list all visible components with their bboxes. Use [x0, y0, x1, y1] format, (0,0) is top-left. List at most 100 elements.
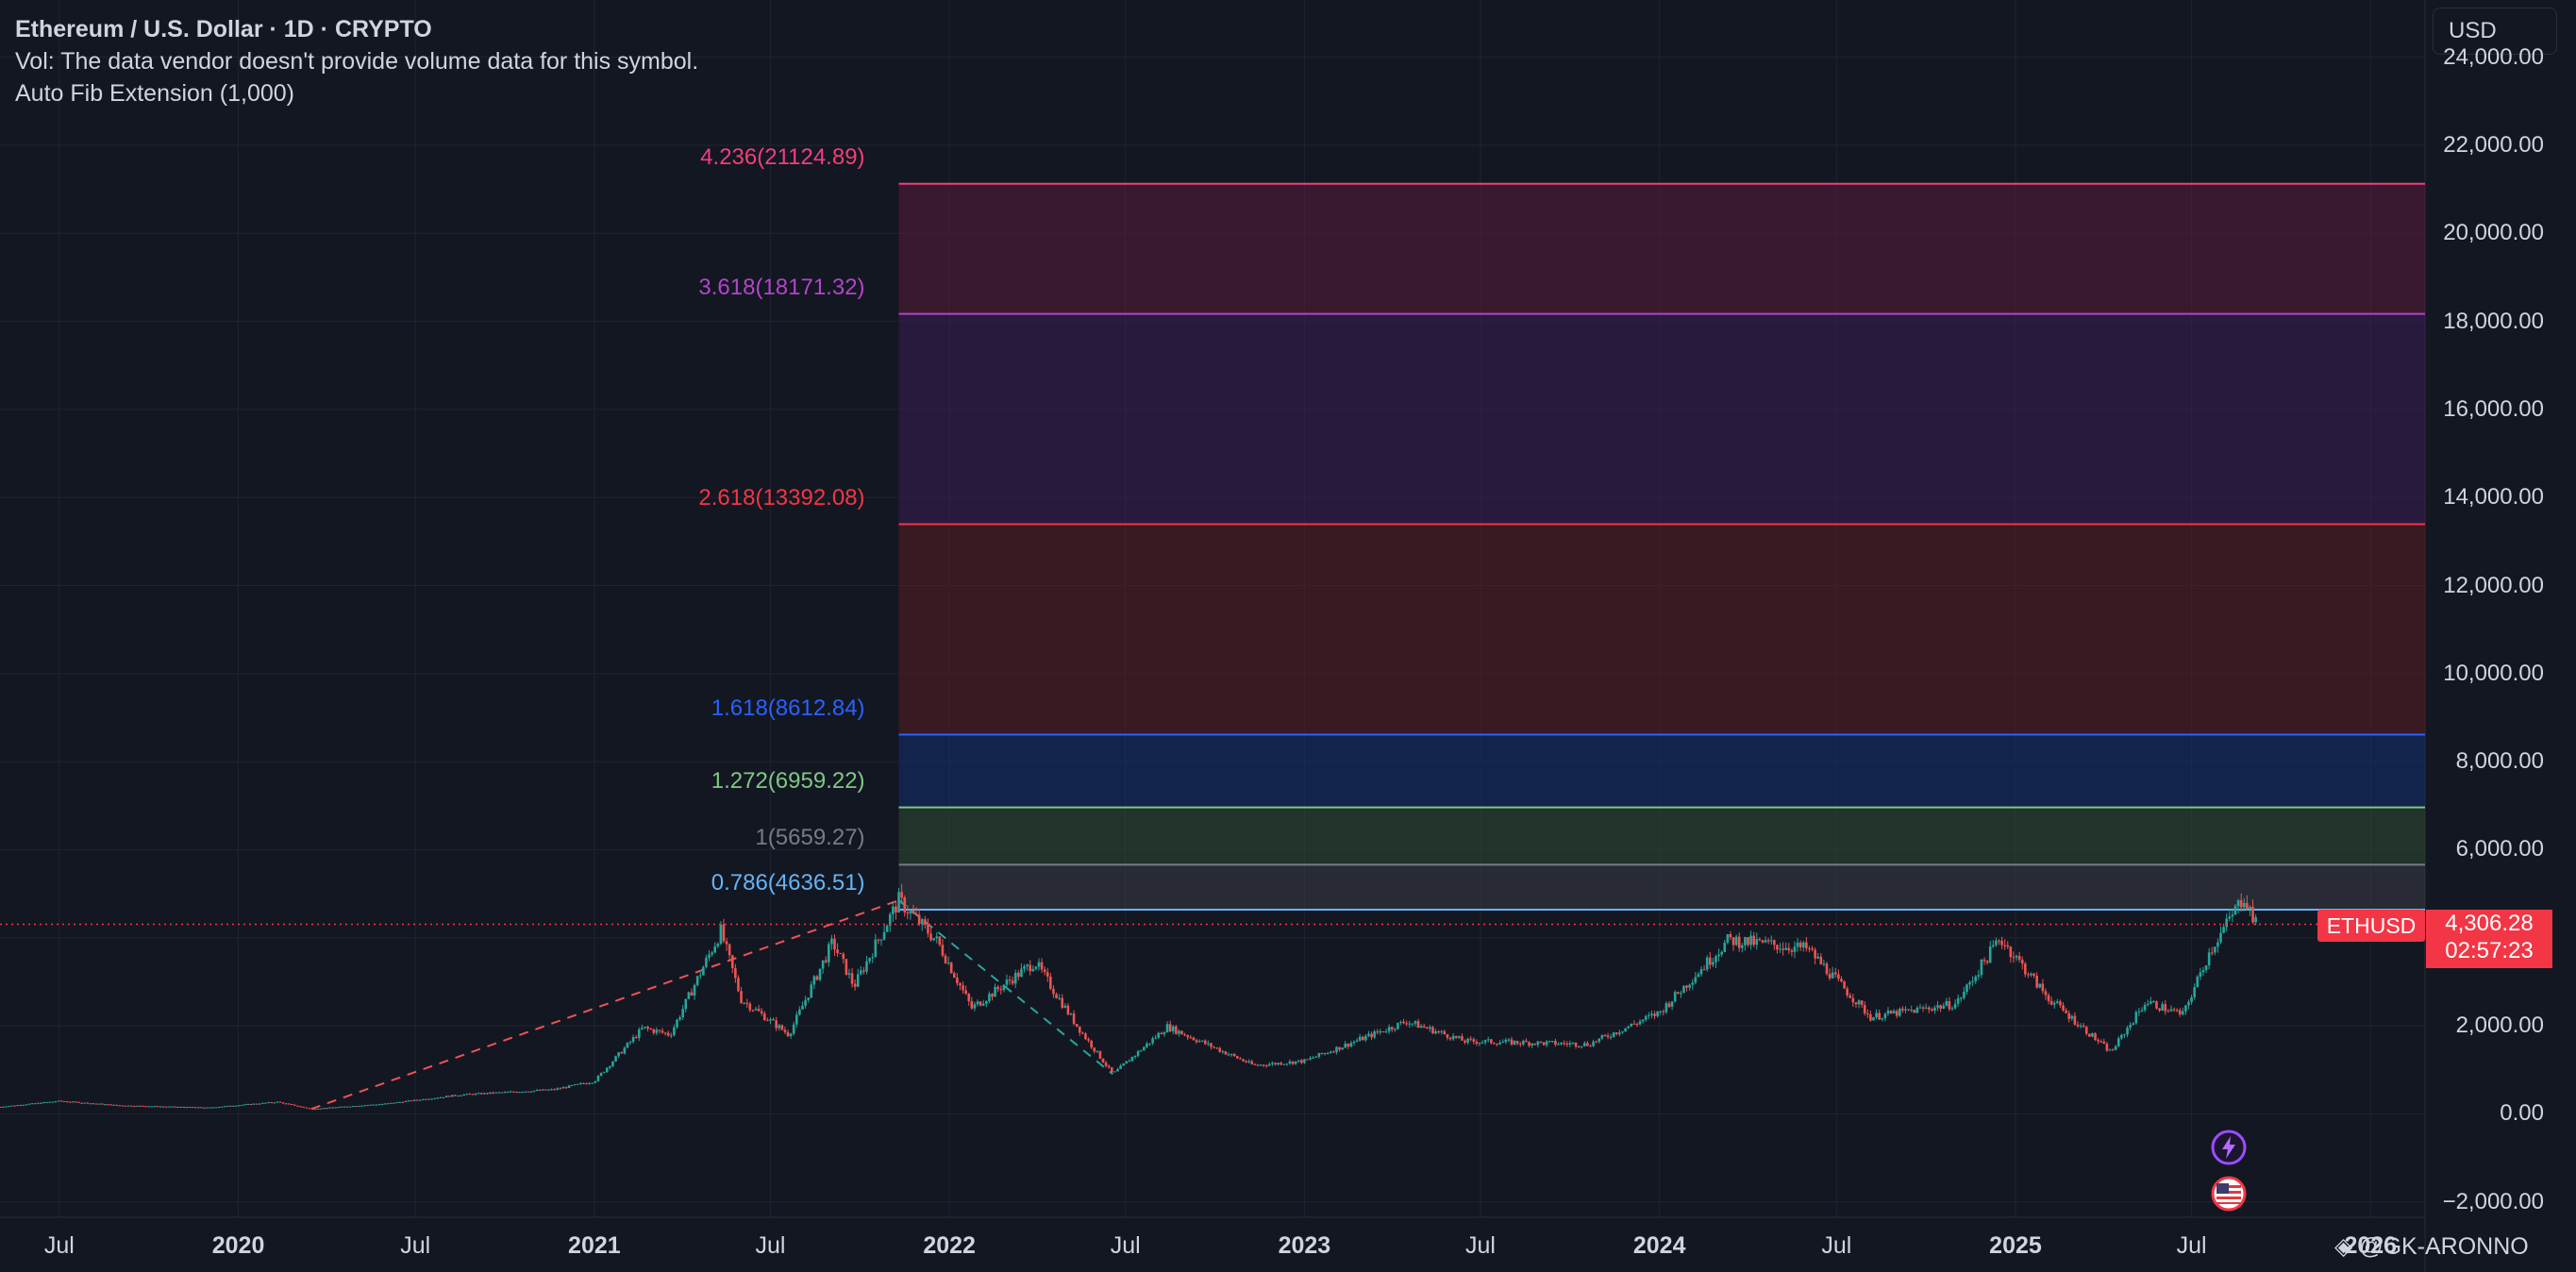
- candle-body: [2079, 1025, 2083, 1027]
- candle-body: [1078, 1026, 1081, 1033]
- candle-body: [1277, 1063, 1280, 1065]
- fib-band: [898, 864, 2426, 911]
- candle-body: [2201, 970, 2205, 973]
- candle-body: [924, 919, 927, 925]
- candle-body: [1869, 1013, 1872, 1021]
- candle-body: [1096, 1050, 1099, 1052]
- candle-body: [2166, 1011, 2170, 1013]
- candle-body: [626, 1042, 629, 1048]
- candle-body: [708, 954, 711, 958]
- candle-body: [293, 1104, 296, 1106]
- candle-body: [1653, 1013, 1656, 1016]
- candle-body: [2126, 1028, 2129, 1035]
- candle-body: [932, 938, 935, 941]
- candle-body: [967, 994, 971, 1001]
- candle-body: [1247, 1061, 1250, 1063]
- candle-body: [1980, 960, 1983, 976]
- candle-body: [646, 1027, 649, 1029]
- candle-body: [1496, 1044, 1498, 1046]
- candle-body: [2155, 1001, 2158, 1009]
- candle-body: [1458, 1036, 1461, 1038]
- candle-body: [743, 1002, 745, 1004]
- candle-body: [2214, 946, 2216, 953]
- candle-body: [527, 1091, 530, 1093]
- candle-body: [1031, 968, 1035, 972]
- currency-button[interactable]: USD: [2433, 8, 2557, 55]
- us-flag-event-icon[interactable]: [2211, 1176, 2247, 1212]
- candle-body: [1104, 1063, 1108, 1066]
- candle-body: [853, 983, 857, 987]
- candle-body: [278, 1101, 282, 1103]
- candle-body: [1816, 956, 1820, 959]
- candle-body: [1232, 1054, 1236, 1057]
- candle-body: [666, 1032, 670, 1036]
- candle-body: [2020, 960, 2024, 964]
- candle-body: [1758, 939, 1762, 941]
- candle-body: [308, 1108, 311, 1110]
- candle-body: [1478, 1043, 1481, 1045]
- candle-body: [57, 1100, 60, 1102]
- author-handle: @GK-ARONNO: [2359, 1233, 2529, 1260]
- symbol-title[interactable]: Ethereum / U.S. Dollar · 1D · CRYPTO: [15, 16, 432, 42]
- indicator-name[interactable]: Auto Fib Extension (1,000): [15, 80, 294, 107]
- candle-body: [1203, 1040, 1207, 1045]
- candle-body: [419, 1099, 422, 1101]
- candle-body: [1242, 1059, 1245, 1062]
- candle-body: [2056, 1001, 2059, 1003]
- candle-body: [425, 1098, 427, 1100]
- candle-body: [2116, 1038, 2120, 1046]
- candle-body: [509, 1091, 512, 1093]
- author-watermark: ◈ @GK-ARONNO: [2334, 1232, 2529, 1261]
- candle-body: [1580, 1046, 1583, 1047]
- candle-body: [996, 986, 999, 990]
- price-axis-label: 24,000.00: [2443, 43, 2544, 70]
- candle-body: [1139, 1050, 1143, 1052]
- candle-body: [1933, 1007, 1936, 1011]
- candle-body: [1910, 1010, 1913, 1012]
- candle-body: [524, 1091, 527, 1093]
- candle-body: [1250, 1061, 1254, 1064]
- candle-body: [430, 1098, 434, 1100]
- candle-body: [1621, 1031, 1624, 1033]
- candle-body: [687, 992, 691, 999]
- candle-body: [1776, 945, 1779, 950]
- candle-body: [1518, 1043, 1522, 1045]
- candle-body: [588, 1082, 592, 1084]
- candle-body: [1218, 1047, 1222, 1052]
- candle-body: [33, 1103, 37, 1105]
- candle-body: [1798, 942, 1802, 948]
- candle-body: [454, 1095, 457, 1096]
- candle-body: [2146, 1003, 2149, 1005]
- candle-body: [328, 1107, 331, 1109]
- candle-body: [1312, 1057, 1314, 1059]
- candle-body: [2105, 1044, 2109, 1051]
- candle-body: [868, 958, 871, 962]
- candle-body: [641, 1028, 644, 1029]
- candle-body: [1627, 1026, 1631, 1029]
- candle-body: [602, 1071, 606, 1074]
- candle-body: [751, 1010, 755, 1012]
- candle-body: [1904, 1009, 1907, 1011]
- candle-body: [941, 945, 945, 956]
- lightning-event-icon[interactable]: [2211, 1130, 2247, 1165]
- candle-body: [2249, 906, 2251, 910]
- candle-body: [1793, 946, 1797, 952]
- candle-body: [1043, 969, 1046, 973]
- candle-body: [1565, 1043, 1569, 1045]
- candle-body: [1843, 981, 1846, 989]
- candle-body: [1650, 1013, 1653, 1015]
- candle-body: [1781, 948, 1784, 950]
- candle-body: [2251, 906, 2254, 923]
- candle-body: [935, 936, 939, 939]
- candle-body: [316, 1108, 320, 1110]
- candle-body: [334, 1107, 337, 1109]
- candle-body: [1550, 1041, 1554, 1043]
- candle-body: [1020, 968, 1023, 978]
- price-axis-label: 14,000.00: [2443, 484, 2544, 510]
- candle-body: [1956, 997, 1960, 1004]
- candle-body: [2076, 1024, 2080, 1027]
- candle-body: [693, 984, 696, 996]
- candle-body: [319, 1108, 323, 1110]
- candle-body: [494, 1092, 498, 1094]
